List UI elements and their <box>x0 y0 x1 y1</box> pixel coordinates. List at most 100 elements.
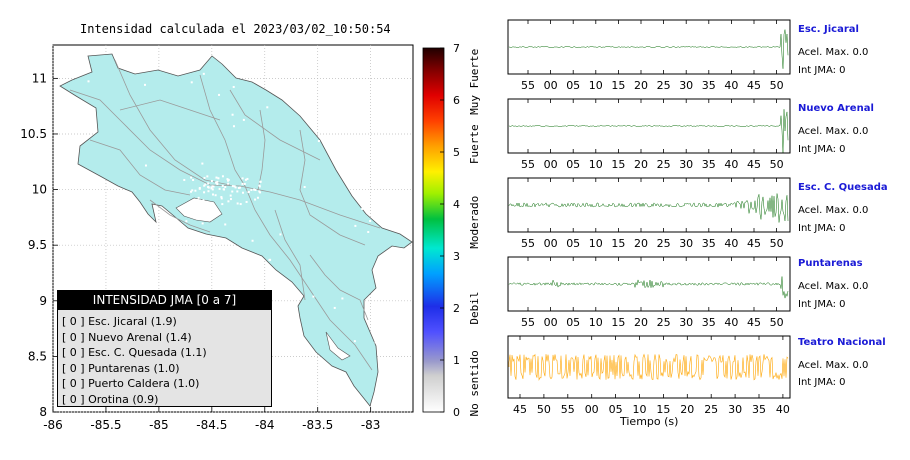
colorbar <box>422 47 445 413</box>
legend-item: [ 0 ] Puntarenas (1.0) <box>62 361 180 375</box>
waveform-panel: 55 00 05 10 15 20 25 30 35 40 45 50 <box>507 256 791 329</box>
city-marker <box>211 188 214 191</box>
city-marker <box>279 233 282 236</box>
city-marker <box>241 177 244 180</box>
colorbar-category-label: Debil <box>468 291 481 324</box>
waveform-tick-label: 10 <box>589 237 603 250</box>
city-marker <box>236 190 239 193</box>
legend-item: [ 0 ] Esc. C. Quesada (1.1) <box>62 346 207 360</box>
city-marker <box>202 72 205 75</box>
colorbar-category-label: Fuerte <box>468 124 481 164</box>
city-marker <box>361 207 364 210</box>
city-marker <box>375 166 378 169</box>
city-marker <box>231 190 234 193</box>
waveform-trace <box>508 276 789 299</box>
map-x-tick-label: -85.5 <box>90 418 121 432</box>
city-marker <box>318 135 321 138</box>
colorbar-category-label: Moderado <box>468 196 481 249</box>
colorbar-tick-label: 0 <box>453 406 460 419</box>
legend-header: INTENSIDAD JMA [0 a 7] <box>58 291 271 310</box>
waveform-panel: 55 00 05 10 15 20 25 30 35 40 45 50 <box>507 98 791 171</box>
city-marker <box>256 196 259 199</box>
city-marker <box>241 182 244 185</box>
waveform-trace <box>508 29 789 69</box>
waveform-tick-label: 50 <box>770 158 784 171</box>
city-marker <box>347 104 350 107</box>
city-marker <box>197 196 200 199</box>
city-marker <box>218 187 221 190</box>
city-marker <box>224 251 227 254</box>
map-x-ticks: -86 -85.5 -85 -84.5 -84 -83.5 -83 <box>43 407 380 432</box>
city-marker <box>190 190 193 193</box>
colorbar-category-label: Muy Fuerte <box>468 49 481 115</box>
city-marker <box>92 250 95 253</box>
city-marker <box>95 275 98 278</box>
city-markers <box>86 72 378 352</box>
waveform-tick-label: 15 <box>611 237 625 250</box>
city-marker <box>244 178 247 181</box>
waveform-tick-label: 25 <box>657 79 671 92</box>
city-marker <box>253 188 256 191</box>
city-marker <box>106 193 109 196</box>
city-marker <box>247 190 250 193</box>
city-marker <box>258 190 261 193</box>
waveform-tick-label: 00 <box>544 158 558 171</box>
waveform-tick-label: 40 <box>724 79 738 92</box>
city-marker <box>221 203 224 206</box>
map-x-tick-label: -84 <box>255 418 275 432</box>
waveform-tick-label: 45 <box>747 79 761 92</box>
road <box>274 209 306 301</box>
map-y-tick-label: 11 <box>32 71 47 85</box>
city-marker <box>211 193 214 196</box>
waveform-tick-label: 05 <box>566 237 580 250</box>
city-marker <box>229 198 232 201</box>
legend-item: [ 0 ] Puerto Caldera (1.0) <box>62 377 200 391</box>
city-marker <box>245 200 248 203</box>
city-marker <box>254 189 257 192</box>
road <box>119 99 221 121</box>
waveform-tick-label: 35 <box>702 237 716 250</box>
city-marker <box>224 223 227 226</box>
station-acc: Acel. Max. 0.0 <box>798 281 869 292</box>
waveform-tick-label: 05 <box>609 403 623 416</box>
city-marker <box>284 349 287 352</box>
station-acc: Acel. Max. 0.0 <box>798 360 869 371</box>
city-marker <box>190 81 193 84</box>
waveform-tick-label: 25 <box>657 316 671 329</box>
station-name: Esc. C. Quesada <box>798 182 888 193</box>
waveform-tick-label: 05 <box>566 79 580 92</box>
city-marker <box>212 185 215 188</box>
waveform-tick-label: 45 <box>747 158 761 171</box>
waveform-tick-label: 25 <box>657 158 671 171</box>
city-marker <box>236 202 239 205</box>
road <box>69 89 381 229</box>
city-marker <box>204 183 207 186</box>
waveform-tick-label: 35 <box>752 403 766 416</box>
waveform-tick-label: 35 <box>702 316 716 329</box>
city-marker <box>254 198 257 201</box>
road <box>244 185 373 371</box>
city-marker <box>246 177 249 180</box>
waveform-panel: 45 50 55 00 05 10 15 20 25 30 35 40 <box>507 335 791 416</box>
waveform-tick-label: 00 <box>544 316 558 329</box>
waveform-tick-label: 35 <box>702 79 716 92</box>
city-marker <box>305 112 308 115</box>
waveform-tick-label: 55 <box>561 403 575 416</box>
colorbar-categories: No sentido Debil Moderado Fuerte Muy Fuerte <box>468 49 481 417</box>
map-y-tick-label: 8.5 <box>28 349 47 363</box>
map-y-tick-label: 9 <box>39 294 47 308</box>
city-marker <box>210 180 213 183</box>
legend-item: [ 0 ] Esc. Jicaral (1.9) <box>62 315 177 328</box>
waveform-tick-label: 55 <box>521 158 535 171</box>
city-marker <box>227 179 230 182</box>
road <box>89 139 191 196</box>
road <box>257 109 266 191</box>
city-marker <box>218 93 221 96</box>
city-marker <box>191 189 194 192</box>
waveform-tick-label: 20 <box>680 403 694 416</box>
waveform-tick-label: 30 <box>679 158 693 171</box>
city-marker <box>239 186 242 189</box>
waveform-tick-label: 55 <box>521 79 535 92</box>
costa-rica-land <box>59 53 413 407</box>
city-marker <box>222 188 225 191</box>
